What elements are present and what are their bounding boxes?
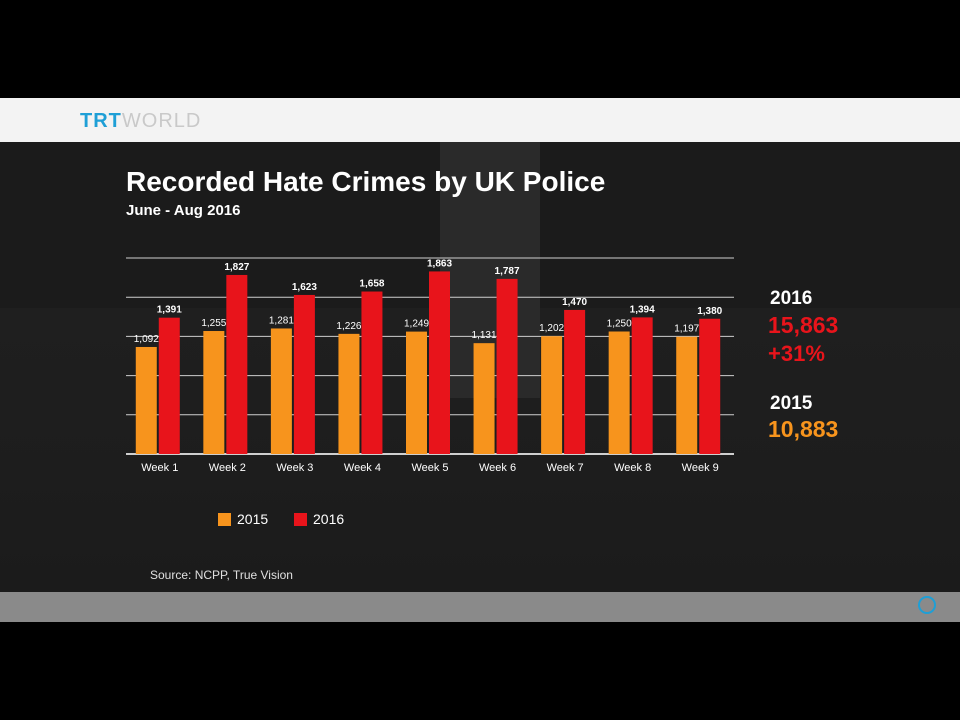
bar-2016 [158,317,180,454]
bar-2016 [226,274,248,454]
data-label-2015: 1,250 [607,319,632,330]
bar-2016 [429,271,450,454]
total-2015-label: 2015 [770,393,813,414]
data-label-2015: 1,226 [336,321,361,332]
x-tick-label: Week 2 [209,462,246,474]
loading-circle-icon[interactable] [918,596,936,614]
data-label-2016: 1,470 [562,297,587,308]
bar-2015 [608,331,630,454]
total-2016-label: 2016 [770,288,813,309]
bar-2015 [406,331,427,454]
bar-2015 [270,328,292,454]
bar-2016 [361,291,383,454]
bar-2015 [676,336,698,454]
data-label-2016: 1,827 [224,262,249,273]
bar-2015 [338,333,360,454]
bar-2016 [631,317,653,454]
data-label-2015: 1,281 [269,315,294,326]
top-bar [0,98,960,142]
change-percent: +31% [768,341,825,366]
data-label-2016: 1,380 [697,306,722,317]
bar-2015 [135,346,157,454]
source-note: Source: NCPP, True Vision [150,568,293,582]
bar-2016 [699,318,721,454]
legend-swatch-2016 [294,513,307,526]
data-label-2016: 1,391 [157,305,182,316]
road-background [0,592,960,622]
legend-label-2015: 2015 [237,511,268,527]
data-label-2015: 1,255 [201,318,226,329]
x-tick-label: Week 8 [614,462,651,474]
bar-chart: 1,092 1,391 Week 1 1,255 1,827 Week 2 1,281 1,6… [126,257,734,527]
chart-subtitle: June - Aug 2016 [126,202,241,219]
data-label-2016: 1,787 [495,266,520,277]
data-label-2015: 1,197 [674,324,699,335]
x-tick-label: Week 1 [141,462,178,474]
x-tick-label: Week 5 [411,462,448,474]
data-label-2016: 1,863 [427,258,452,269]
data-label-2016: 1,394 [630,304,655,315]
bar-2015 [473,343,495,454]
x-tick-label: Week 6 [479,462,516,474]
legend-swatch-2015 [218,513,231,526]
data-label-2015: 1,131 [472,330,497,341]
video-frame: TRTWORLD Recorded Hate Crimes by UK Poli… [0,98,960,622]
x-tick-label: Week 4 [344,462,381,474]
bar-2015 [203,331,225,454]
data-label-2016: 1,658 [359,279,384,290]
data-label-2015: 1,249 [404,319,429,330]
total-2016-value: 15,863 [768,312,839,338]
total-2015-value: 10,883 [768,416,839,442]
bar-2016 [564,309,586,454]
trt-world-logo: TRTWORLD [80,110,202,132]
bar-2015 [541,336,563,454]
data-label-2016: 1,623 [292,282,317,293]
bar-2016 [496,278,518,454]
bar-2016 [293,294,315,454]
legend-label-2016: 2016 [313,511,344,527]
data-label-2015: 1,092 [134,334,159,345]
chart-title: Recorded Hate Crimes by UK Police [126,166,606,197]
x-tick-label: Week 9 [682,462,719,474]
data-label-2015: 1,202 [539,323,564,334]
x-tick-label: Week 3 [276,462,313,474]
x-tick-label: Week 7 [547,462,584,474]
